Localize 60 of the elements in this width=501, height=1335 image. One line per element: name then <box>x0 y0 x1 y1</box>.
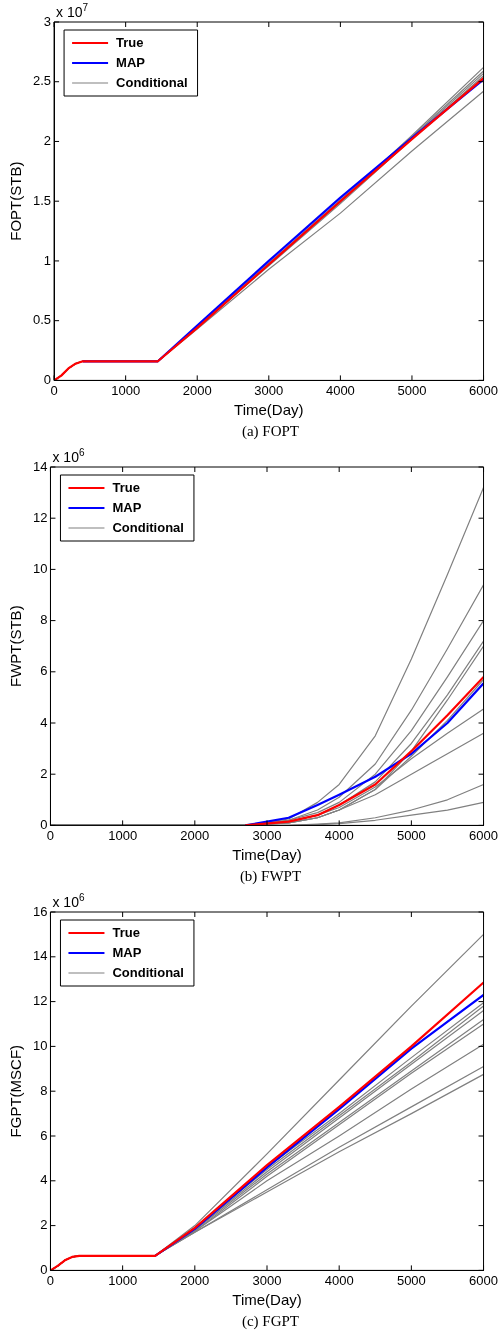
text: (b) FWPT <box>238 867 303 886</box>
legend-label: Conditional <box>112 964 184 980</box>
y-tick-label: 0 <box>43 371 52 387</box>
y-tick-label: 1 <box>43 252 52 268</box>
x-tick-label: 2000 <box>180 827 210 843</box>
x-tick-label: 6000 <box>469 1272 498 1288</box>
y-tick-label: 12 <box>32 993 48 1009</box>
x-tick-label: 4000 <box>325 382 355 398</box>
y-tick-label: 0.5 <box>32 312 52 328</box>
x-tick-label: 3000 <box>252 827 282 843</box>
y-tick-label: 6 <box>40 1127 48 1143</box>
x-tick-label: 4000 <box>324 1272 354 1288</box>
y-tick-label: 12 <box>32 509 48 525</box>
x-tick-label: 5000 <box>397 382 427 398</box>
x-tick-label: 1000 <box>111 382 141 398</box>
y-tick-label: 0 <box>40 1261 48 1277</box>
x-axis-title: Time(Day) <box>232 846 302 864</box>
x-tick-label: 1000 <box>108 1272 138 1288</box>
y-tick-label: 1.5 <box>32 192 52 208</box>
y-tick-label: 8 <box>40 612 48 628</box>
x-tick-label: 5000 <box>396 1272 426 1288</box>
text: (c) FGPT <box>240 1312 301 1331</box>
y-tick-label: 3 <box>43 13 52 29</box>
x-axis-title: Time(Day) <box>234 401 304 419</box>
legend-label: True <box>116 34 144 50</box>
y-tick-label: 4 <box>40 714 48 730</box>
text: (a) FOPT <box>240 422 301 441</box>
y-tick-label: 2 <box>40 765 48 781</box>
y-tick-label: 4 <box>40 1172 48 1188</box>
y-tick-label: 6 <box>40 663 48 679</box>
x-tick-label: 3000 <box>252 1272 282 1288</box>
y-tick-label: 14 <box>32 458 48 474</box>
x-tick-label: 5000 <box>396 827 426 843</box>
y-axis-title: FOPT(STB) <box>7 161 25 241</box>
y-axis-title: FGPT(MSCF) <box>7 1044 25 1138</box>
x-tick-label: 2000 <box>180 1272 210 1288</box>
x-tick-label: 6000 <box>469 827 498 843</box>
y-tick-label: 2 <box>40 1217 48 1233</box>
y-tick-label: 14 <box>32 948 48 964</box>
legend-label: True <box>112 479 140 495</box>
y-tick-label: 2.5 <box>32 73 52 89</box>
legend-label: MAP <box>112 499 142 515</box>
legend-label: MAP <box>116 54 146 70</box>
y-axis-title: FWPT(STB) <box>7 605 25 688</box>
y-tick-label: 2 <box>43 133 52 149</box>
y-tick-label: 10 <box>32 560 48 576</box>
y-tick-label: 10 <box>32 1037 48 1053</box>
y-tick-label: 0 <box>40 816 48 832</box>
y-tick-label: 16 <box>32 903 48 919</box>
y-tick-label: 8 <box>40 1082 48 1098</box>
legend-label: Conditional <box>112 519 184 535</box>
legend-label: Conditional <box>116 74 188 90</box>
legend-label: True <box>112 924 140 940</box>
x-tick-label: 3000 <box>254 382 284 398</box>
x-tick-label: 2000 <box>182 382 212 398</box>
legend-label: MAP <box>112 944 142 960</box>
x-tick-label: 6000 <box>469 382 498 398</box>
x-tick-label: 4000 <box>324 827 354 843</box>
x-tick-label: 1000 <box>108 827 138 843</box>
x-axis-title: Time(Day) <box>232 1291 302 1309</box>
